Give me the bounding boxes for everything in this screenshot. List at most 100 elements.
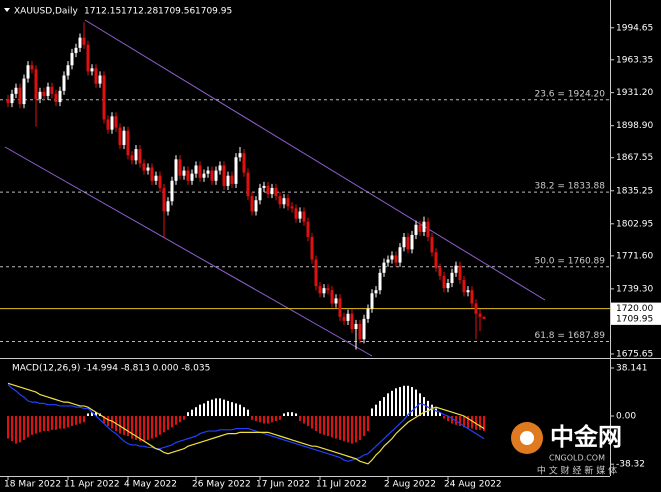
candle-body	[434, 252, 438, 268]
level-label: 38.2 = 1833.88	[534, 182, 605, 192]
header-value: 1712.15	[84, 7, 121, 17]
candle-body	[358, 323, 362, 340]
macd-histogram-bar	[283, 413, 285, 416]
macd-histogram-bar	[443, 415, 445, 419]
y-tick-label: 1963.35	[616, 55, 653, 65]
watermark-tagline: 中 文 财 经 新 媒 体	[537, 465, 617, 477]
candle-body	[90, 68, 94, 72]
macd-y-tick-label: -38.32	[616, 460, 645, 470]
candle-body	[310, 237, 314, 260]
macd-histogram-bar	[191, 409, 193, 416]
macd-histogram-bar	[347, 415, 349, 443]
macd-histogram-bar	[463, 415, 465, 428]
candle-body	[142, 163, 146, 171]
macd-histogram-bar	[339, 415, 341, 440]
macd-histogram-bar	[479, 415, 481, 430]
macd-histogram-bar	[343, 415, 345, 442]
macd-histogram-bar	[215, 398, 217, 416]
macd-histogram-bar	[355, 415, 357, 443]
macd-histogram-bar	[91, 412, 93, 416]
macd-histogram-bar	[239, 404, 241, 416]
macd-histogram-bar	[231, 402, 233, 416]
macd-histogram-bar	[223, 399, 225, 416]
candle-body	[318, 286, 322, 294]
candle-body	[270, 187, 274, 195]
macd-histogram-bar	[75, 415, 77, 425]
macd-label: MACD(12,26,9) -14.994 -8.813 0.000 -8.03…	[12, 364, 210, 374]
y-tick-label: 1835.25	[616, 186, 653, 196]
macd-histogram-bar	[263, 415, 265, 424]
last-price-label: 1709.95	[616, 314, 653, 324]
candle-body	[190, 173, 194, 181]
candle-body	[330, 290, 334, 304]
macd-histogram-bar	[63, 415, 65, 429]
candle-body	[402, 237, 406, 248]
macd-histogram-bar	[59, 415, 61, 429]
candle-body	[438, 267, 442, 276]
header-value: 1709.56	[158, 7, 195, 17]
candle-body	[334, 298, 338, 304]
candle-body	[354, 323, 358, 330]
candle-body	[470, 290, 474, 304]
candle-body	[86, 44, 90, 72]
candle-body	[458, 265, 462, 280]
candle-body	[422, 221, 426, 232]
macd-histogram-bar	[47, 415, 49, 432]
candle-body	[38, 91, 42, 99]
candle-body	[398, 247, 402, 263]
candle-body	[282, 198, 286, 205]
macd-histogram-bar	[379, 400, 381, 416]
candle-body	[482, 316, 486, 319]
candle-body	[430, 237, 434, 253]
macd-histogram-bar	[435, 408, 437, 416]
macd-histogram-bar	[199, 404, 201, 416]
y-tick-label: 1771.60	[616, 251, 653, 261]
macd-histogram-bar	[291, 412, 293, 416]
macd-histogram-bar	[387, 393, 389, 416]
candle-body	[146, 167, 150, 171]
candle-body	[18, 87, 22, 105]
level-label: 50.0 = 1760.89	[534, 256, 605, 266]
candle-body	[6, 98, 10, 104]
macd-histogram-bar	[139, 415, 141, 442]
macd-histogram-bar	[323, 415, 325, 435]
macd-histogram-bar	[395, 388, 397, 416]
macd-histogram-bar	[483, 415, 485, 432]
macd-histogram-bar	[419, 393, 421, 416]
macd-histogram-bar	[123, 415, 125, 435]
macd-histogram-bar	[235, 403, 237, 416]
candle-body	[382, 262, 386, 273]
candle-body	[370, 293, 374, 309]
candle-body	[302, 211, 306, 222]
candle-body	[450, 272, 454, 284]
candle-body	[10, 93, 14, 104]
candle-body	[42, 91, 46, 96]
candle-body	[474, 303, 478, 314]
macd-histogram-bar	[303, 415, 305, 424]
x-tick-label: 26 May 2022	[192, 480, 251, 490]
candle-body	[110, 116, 114, 130]
candle-body	[362, 318, 366, 340]
macd-histogram-bar	[95, 412, 97, 416]
candle-body	[234, 157, 238, 184]
macd-histogram-bar	[311, 415, 313, 429]
candle-body	[394, 255, 398, 263]
macd-histogram-bar	[367, 415, 369, 432]
macd-histogram-bar	[143, 415, 145, 442]
candle-body	[30, 65, 34, 70]
macd-histogram-bar	[415, 389, 417, 416]
candle-body	[442, 275, 446, 289]
watermark: 中金网 CNGOLD.COM 中 文 财 经 新 媒 体	[511, 422, 622, 477]
macd-histogram-bar	[255, 415, 257, 422]
macd-histogram-bar	[307, 415, 309, 427]
y-tick-label: 1739.30	[616, 284, 653, 294]
last-price-tag	[611, 312, 661, 325]
candle-body	[286, 198, 290, 207]
x-tick-label: 18 Mar 2022	[4, 480, 61, 490]
candle-body	[182, 170, 186, 176]
candle-body	[246, 172, 250, 197]
macd-histogram-bar	[83, 415, 85, 423]
macd-histogram-bar	[43, 415, 45, 432]
